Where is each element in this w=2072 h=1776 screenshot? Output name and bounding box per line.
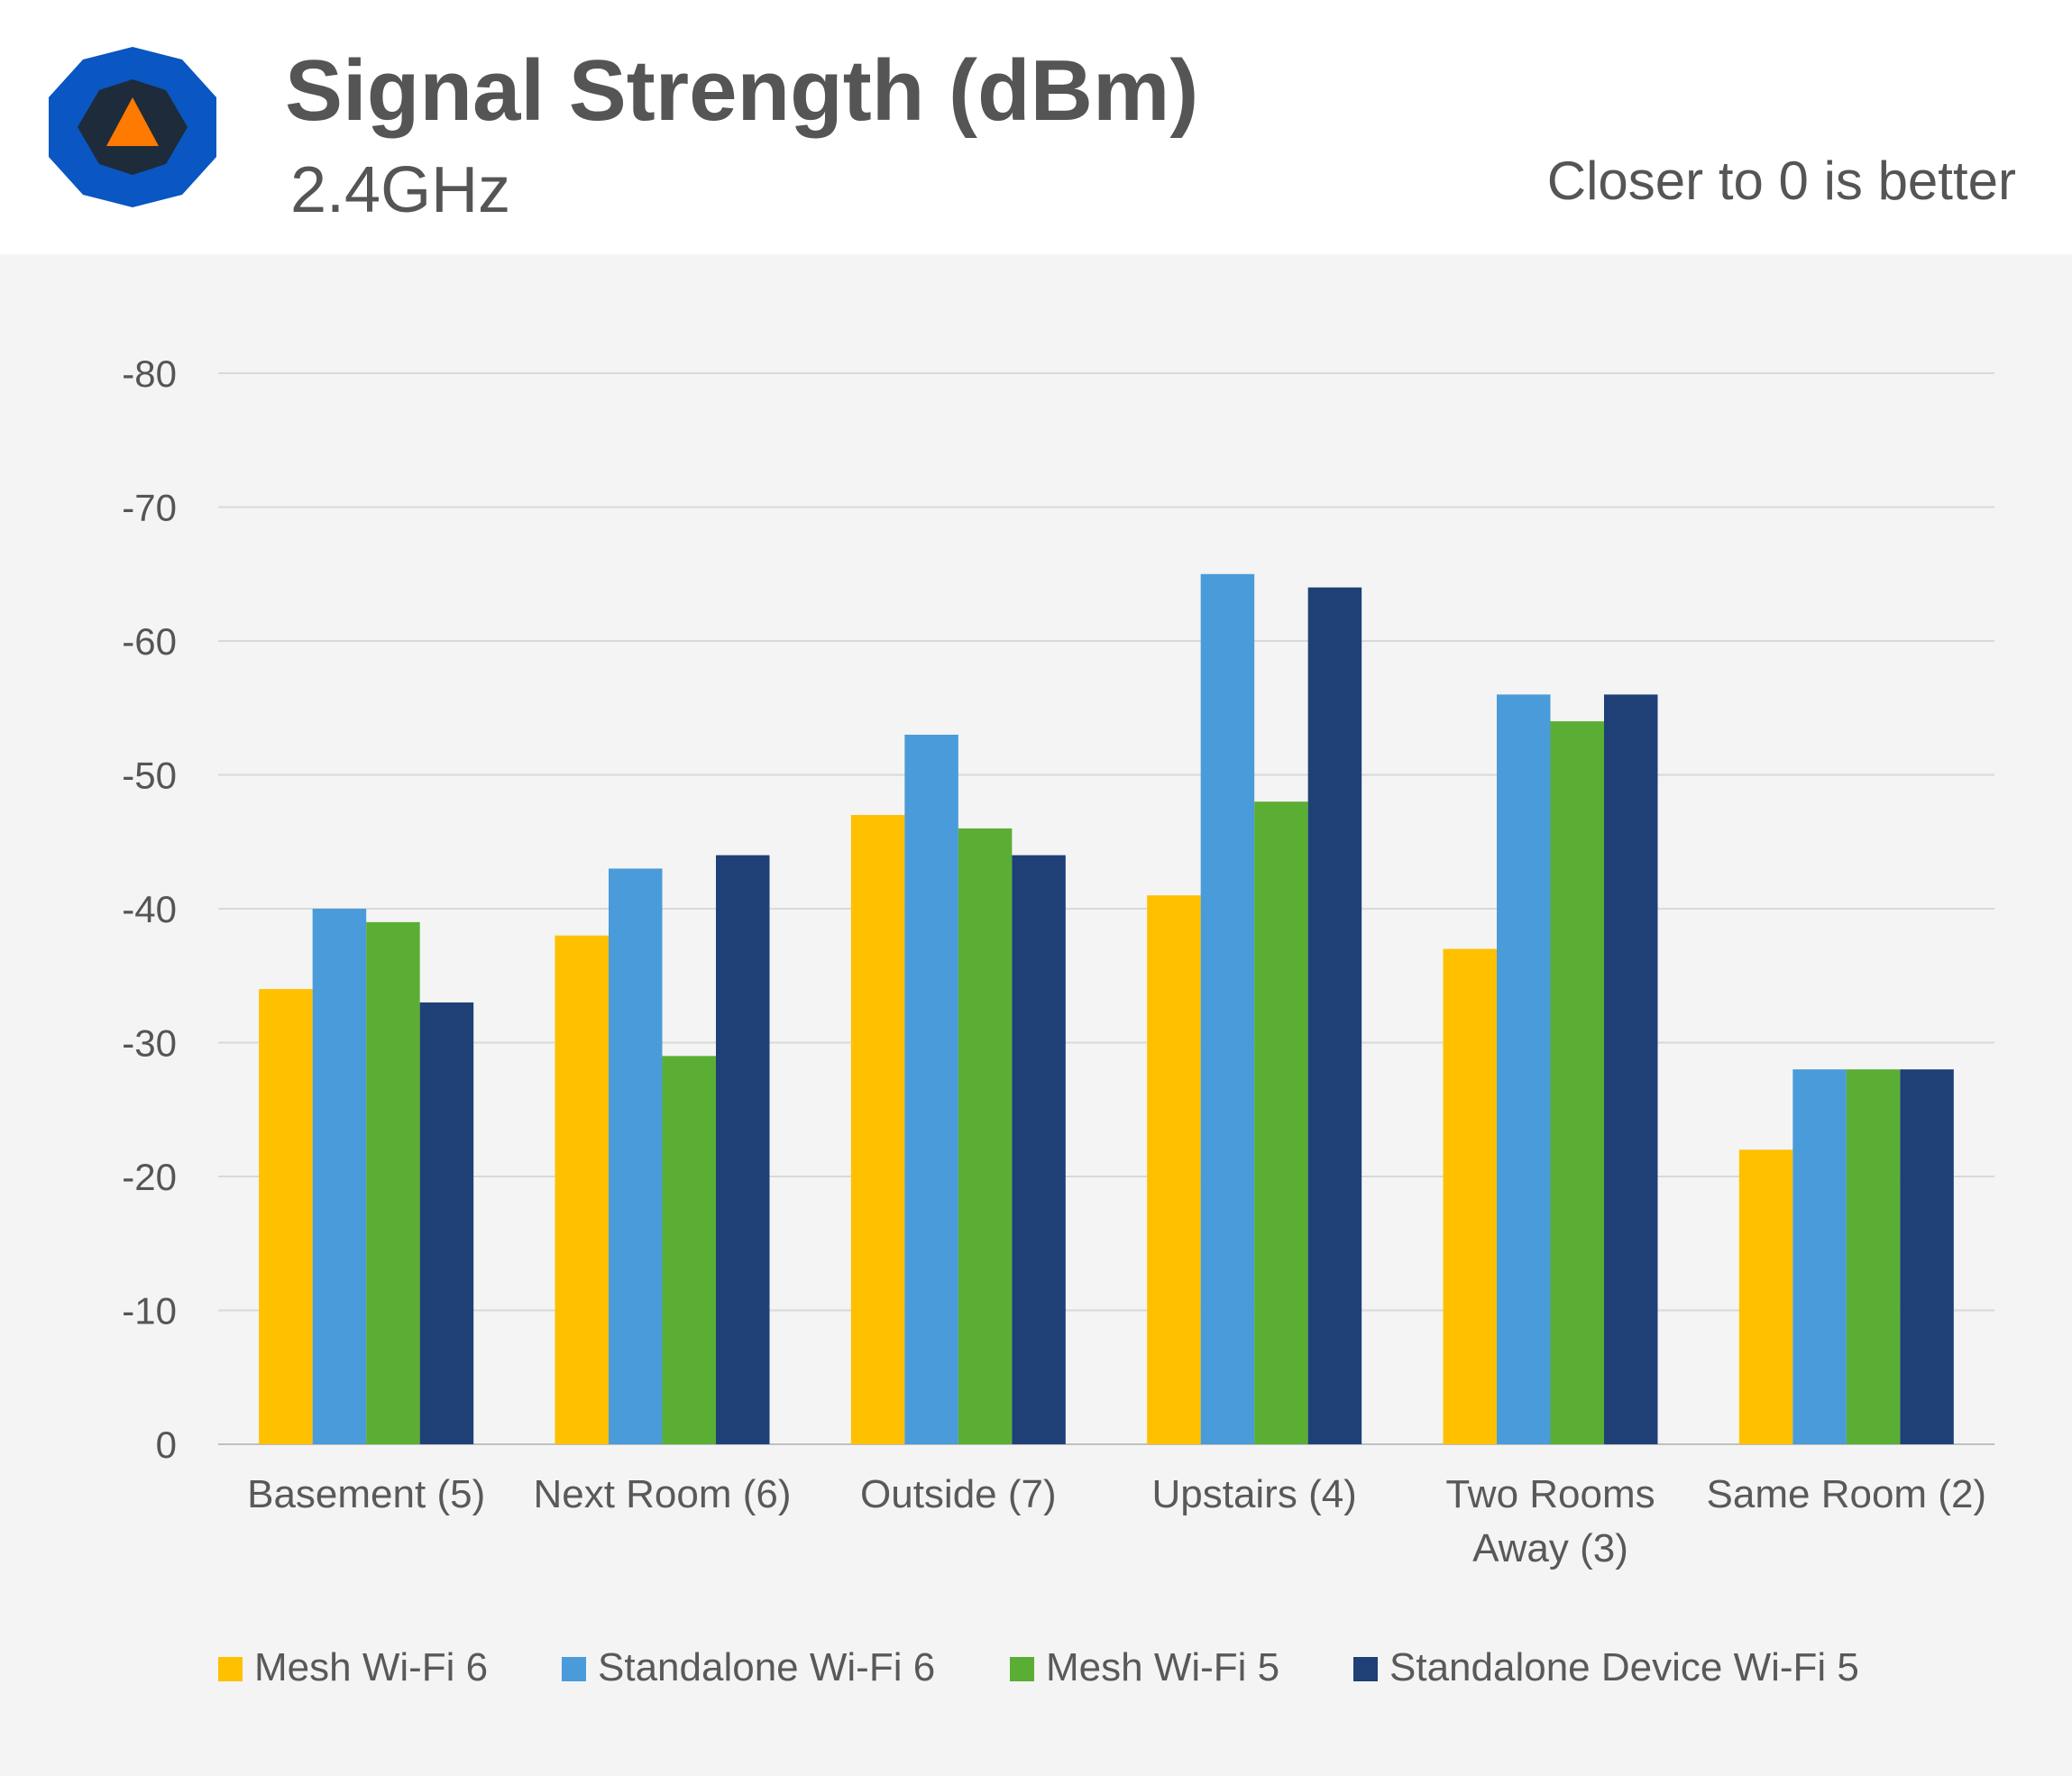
bar <box>1254 801 1308 1444</box>
bar <box>1497 694 1551 1444</box>
bar-chart: -80 -70 -60 -50 -40 -30 -20 -10 0 Basement (5) Nex… <box>122 352 1994 1689</box>
bar <box>419 1002 474 1444</box>
y-tick-label: -70 <box>122 487 177 529</box>
legend-label: Mesh Wi-Fi 5 <box>1046 1645 1279 1689</box>
category-label: Upstairs (4) <box>1151 1472 1356 1516</box>
legend-label: Standalone Device Wi-Fi 5 <box>1389 1645 1859 1689</box>
y-tick-label: -40 <box>122 888 177 930</box>
chart-title: Signal Strength (dBm) <box>285 42 1199 139</box>
bar <box>716 855 770 1444</box>
bar <box>555 935 609 1444</box>
category-label: Two Rooms <box>1445 1472 1655 1516</box>
legend-label: Mesh Wi-Fi 6 <box>254 1645 488 1689</box>
legend-swatch <box>1010 1657 1034 1681</box>
bar <box>1604 694 1658 1444</box>
y-tick-label: -50 <box>122 755 177 797</box>
legend-swatch <box>1353 1657 1378 1681</box>
bar <box>1012 855 1066 1444</box>
bar <box>609 868 663 1444</box>
y-tick-label: -60 <box>122 620 177 663</box>
legend-swatch <box>562 1657 586 1681</box>
legend-item: Standalone Wi-Fi 6 <box>562 1645 935 1689</box>
chart-subtitle: 2.4GHz <box>290 154 511 226</box>
bar <box>1443 948 1497 1444</box>
bar <box>366 921 420 1444</box>
legend-item: Mesh Wi-Fi 5 <box>1010 1645 1279 1689</box>
bar <box>1200 573 1255 1444</box>
category-label: Outside (7) <box>860 1472 1057 1516</box>
chart-area: -80 -70 -60 -50 -40 -30 -20 -10 0 Basement (5) Nex… <box>0 254 2072 1776</box>
category-label: Next Room (6) <box>533 1472 791 1516</box>
y-tick-label: -20 <box>122 1156 177 1198</box>
legend-item: Mesh Wi-Fi 6 <box>218 1645 488 1689</box>
bar <box>1307 587 1362 1444</box>
chart-note: Closer to 0 is better <box>1546 151 2016 211</box>
bar <box>1738 1149 1793 1444</box>
y-tick-label: -10 <box>122 1290 177 1332</box>
y-tick-label: -30 <box>122 1022 177 1065</box>
bar <box>662 1056 716 1444</box>
bar <box>1846 1069 1901 1444</box>
y-tick-label: 0 <box>156 1424 177 1466</box>
bar <box>1900 1069 1954 1444</box>
bar <box>259 989 313 1444</box>
bar <box>850 815 905 1444</box>
legend-swatch <box>218 1657 243 1681</box>
category-label: Basement (5) <box>247 1472 485 1516</box>
legend-label: Standalone Wi-Fi 6 <box>598 1645 935 1689</box>
bar <box>904 734 958 1444</box>
bar <box>1792 1069 1847 1444</box>
category-label: Same Room (2) <box>1707 1472 1987 1516</box>
chart-header: Signal Strength (dBm) 2.4GHz Closer to 0… <box>0 0 2072 254</box>
bar <box>312 909 367 1444</box>
bar <box>1147 895 1201 1444</box>
category-label: Away (3) <box>1472 1526 1628 1570</box>
legend-item: Standalone Device Wi-Fi 5 <box>1353 1645 1859 1689</box>
y-tick-label: -80 <box>122 352 177 395</box>
bar <box>958 828 1013 1444</box>
logo-icon <box>49 47 216 207</box>
bar <box>1550 721 1604 1444</box>
